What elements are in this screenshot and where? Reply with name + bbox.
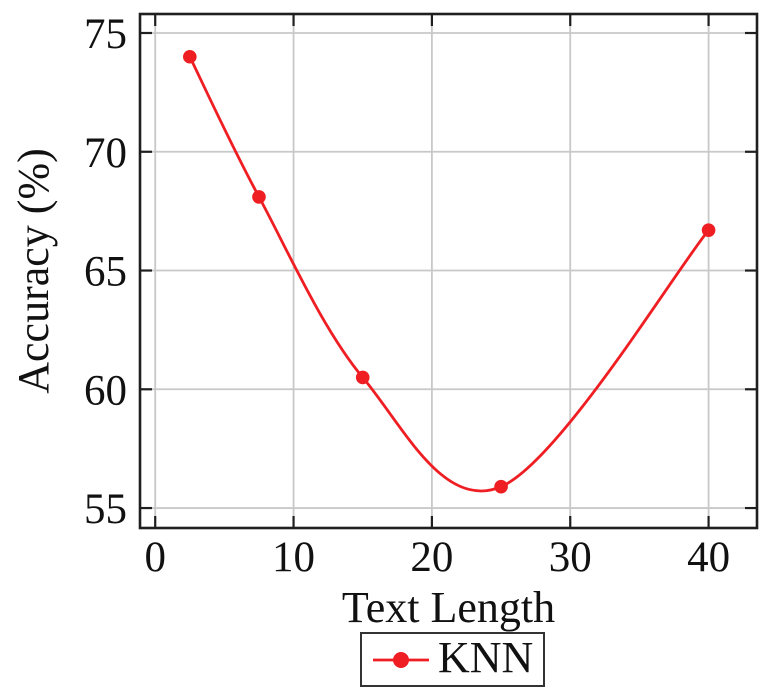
x-tick-label-10: 10: [272, 534, 315, 581]
data-point-knn-15: [355, 370, 370, 385]
legend-box: KNN: [360, 632, 545, 687]
series-line-knn: [188, 56, 710, 493]
legend-label-knn: KNN: [438, 632, 534, 682]
y-tick-label-70: 70: [84, 130, 127, 177]
data-point-knn-25: [494, 479, 508, 494]
y-tick-label-60: 60: [84, 367, 127, 414]
x-axis-label: Text Length: [341, 583, 556, 632]
y-tick-label-55: 55: [84, 486, 127, 533]
y-tick-label-65: 65: [84, 249, 127, 296]
y-axis-label: Accuracy (%): [9, 148, 58, 394]
x-tick-label-40: 40: [687, 534, 730, 581]
data-point-knn-7.5: [252, 190, 266, 204]
legend-line-marker-icon: [373, 651, 429, 668]
legend-sample-marker: [393, 651, 409, 668]
x-tick-label-30: 30: [549, 534, 592, 581]
x-tick-label-20: 20: [410, 534, 453, 581]
x-tick-label-0: 0: [144, 534, 166, 581]
y-tick-label-75: 75: [84, 11, 127, 58]
data-point-knn-2.5: [183, 49, 197, 64]
data-point-knn-40: [701, 223, 716, 237]
